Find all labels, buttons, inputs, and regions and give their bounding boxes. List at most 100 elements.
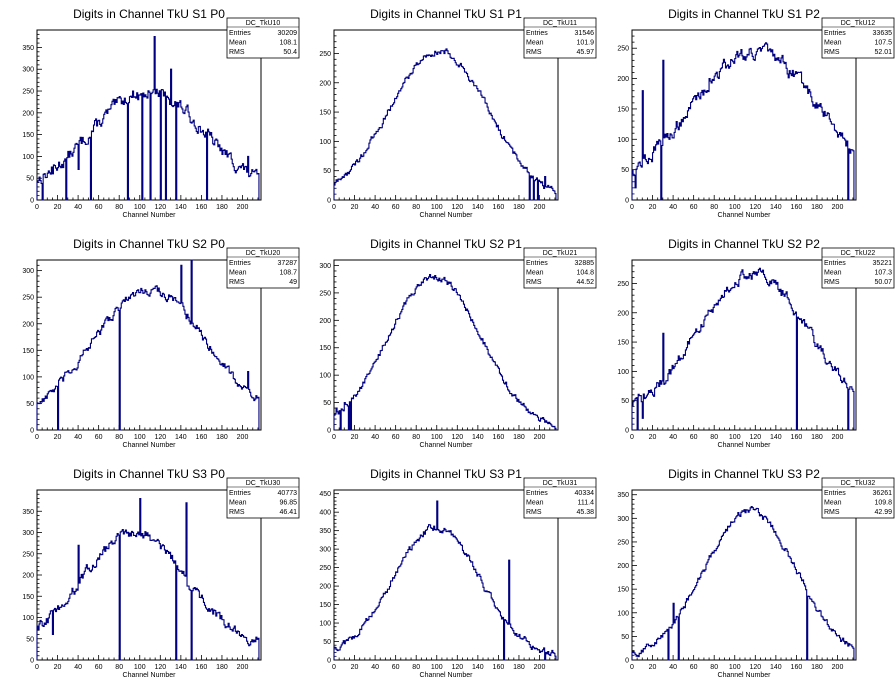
stats-box: DC_TkU32 Entries 36261 Mean 109.8 RMS 42.99 bbox=[821, 477, 895, 519]
y-tick-label: 150 bbox=[617, 587, 629, 594]
stats-label: Mean bbox=[526, 500, 544, 507]
stats-box-name: DC_TkU11 bbox=[543, 20, 577, 27]
y-tick-label: 250 bbox=[22, 551, 34, 558]
x-tick-label: 120 bbox=[451, 664, 463, 671]
x-tick-label: 120 bbox=[749, 204, 761, 211]
stats-value: 35221 bbox=[873, 260, 893, 267]
y-tick-label: 300 bbox=[319, 263, 331, 270]
x-tick-label: 160 bbox=[196, 434, 208, 441]
x-tick-label: 40 bbox=[74, 664, 82, 671]
y-tick-label: 0 bbox=[625, 428, 629, 435]
stats-label: Entries bbox=[229, 260, 251, 267]
y-tick-label: 150 bbox=[319, 110, 331, 117]
x-tick-label: 140 bbox=[175, 434, 187, 441]
stats-label: Entries bbox=[824, 490, 846, 497]
x-tick-label: 80 bbox=[710, 204, 718, 211]
x-tick-label: 20 bbox=[351, 664, 359, 671]
x-tick-label: 0 bbox=[630, 664, 634, 671]
y-tick-label: 0 bbox=[327, 198, 331, 205]
y-tick-label: 100 bbox=[22, 615, 34, 622]
x-tick-label: 140 bbox=[770, 434, 782, 441]
stats-value: 107.3 bbox=[874, 270, 892, 277]
x-tick-label: 60 bbox=[95, 434, 103, 441]
y-tick-label: 300 bbox=[617, 516, 629, 523]
x-tick-label: 0 bbox=[332, 434, 336, 441]
histogram-panel-3: Digits in Channel TkU S1 P2 0 20 40 60 80 100 1… bbox=[617, 7, 895, 219]
x-tick-label: 80 bbox=[412, 664, 420, 671]
x-tick-label: 120 bbox=[749, 664, 761, 671]
histogram-panel-4: Digits in Channel TkU S2 P0 0 20 40 60 80 100 1… bbox=[22, 237, 300, 449]
x-tick-label: 20 bbox=[649, 434, 657, 441]
y-tick-label: 350 bbox=[319, 528, 331, 535]
x-tick-label: 200 bbox=[237, 204, 249, 211]
y-tick-label: 100 bbox=[617, 369, 629, 376]
histogram-line bbox=[333, 273, 557, 431]
y-tick-label: 0 bbox=[30, 658, 34, 665]
stats-box-frame bbox=[226, 247, 300, 289]
x-tick-label: 40 bbox=[371, 434, 379, 441]
x-tick-label: 160 bbox=[791, 434, 803, 441]
x-tick-label: 0 bbox=[630, 434, 634, 441]
x-tick-label: 60 bbox=[95, 664, 103, 671]
x-tick-label: 40 bbox=[74, 204, 82, 211]
x-tick-label: 20 bbox=[649, 664, 657, 671]
stats-value: 44.52 bbox=[576, 279, 594, 286]
stats-label: RMS bbox=[229, 279, 245, 286]
stats-box: DC_TkU20 Entries 37287 Mean 108.7 RMS 49 bbox=[226, 247, 300, 289]
x-tick-label: 80 bbox=[412, 434, 420, 441]
y-tick-label: 150 bbox=[319, 602, 331, 609]
stats-box: DC_TkU22 Entries 35221 Mean 107.3 RMS 50.07 bbox=[821, 247, 895, 289]
histogram-panel-9: Digits in Channel TkU S3 P2 0 20 40 60 80 100 1… bbox=[617, 467, 895, 679]
x-tick-label: 160 bbox=[493, 664, 505, 671]
stats-value: 45.38 bbox=[576, 509, 594, 516]
x-axis-label: Channel Number bbox=[718, 672, 772, 679]
x-tick-label: 200 bbox=[832, 204, 844, 211]
stats-label: RMS bbox=[824, 49, 840, 56]
stats-box-frame bbox=[226, 17, 300, 59]
stats-label: Entries bbox=[824, 30, 846, 37]
x-tick-label: 200 bbox=[534, 204, 546, 211]
y-tick-label: 200 bbox=[319, 584, 331, 591]
stats-value: 31546 bbox=[575, 30, 595, 37]
stats-value: 40334 bbox=[575, 490, 595, 497]
x-tick-label: 160 bbox=[791, 204, 803, 211]
x-tick-label: 200 bbox=[534, 664, 546, 671]
x-tick-label: 100 bbox=[431, 664, 443, 671]
stats-value: 96.85 bbox=[279, 500, 297, 507]
x-tick-label: 140 bbox=[175, 204, 187, 211]
chart-title: Digits in Channel TkU S3 P2 bbox=[668, 467, 820, 481]
stats-box-name: DC_TkU21 bbox=[543, 250, 578, 257]
x-tick-label: 160 bbox=[196, 204, 208, 211]
stats-box: DC_TkU21 Entries 32885 Mean 104.8 RMS 44.52 bbox=[523, 247, 597, 289]
y-tick-label: 150 bbox=[617, 340, 629, 347]
stats-label: Entries bbox=[526, 260, 548, 267]
x-tick-label: 80 bbox=[710, 434, 718, 441]
y-tick-label: 350 bbox=[617, 492, 629, 499]
stats-label: RMS bbox=[229, 509, 245, 516]
stats-label: Entries bbox=[526, 30, 548, 37]
histogram-panel-1: Digits in Channel TkU S1 P0 0 20 40 60 80 100 1… bbox=[22, 7, 300, 219]
stats-box: DC_TkU12 Entries 33635 Mean 107.5 RMS 52.01 bbox=[821, 17, 895, 59]
histogram-line bbox=[631, 42, 855, 201]
y-tick-label: 100 bbox=[617, 137, 629, 144]
x-axis-label: Channel Number bbox=[123, 442, 177, 449]
x-tick-label: 60 bbox=[690, 664, 698, 671]
x-tick-label: 80 bbox=[710, 664, 718, 671]
y-tick-label: 0 bbox=[625, 658, 629, 665]
x-tick-label: 40 bbox=[669, 204, 677, 211]
x-tick-label: 80 bbox=[115, 204, 123, 211]
y-tick-label: 100 bbox=[22, 374, 34, 381]
x-tick-label: 180 bbox=[513, 664, 525, 671]
y-tick-label: 100 bbox=[22, 154, 34, 161]
x-tick-label: 180 bbox=[811, 434, 823, 441]
stats-label: Mean bbox=[824, 40, 842, 47]
stats-label: Entries bbox=[824, 260, 846, 267]
stats-label: Mean bbox=[824, 270, 842, 277]
stats-box-frame bbox=[821, 17, 895, 59]
stats-box: DC_TkU31 Entries 40334 Mean 111.4 RMS 45.38 bbox=[523, 477, 597, 519]
y-tick-label: 150 bbox=[22, 594, 34, 601]
stats-box-name: DC_TkU12 bbox=[841, 20, 876, 27]
x-tick-label: 120 bbox=[749, 434, 761, 441]
x-tick-label: 60 bbox=[95, 204, 103, 211]
x-tick-label: 140 bbox=[472, 204, 484, 211]
